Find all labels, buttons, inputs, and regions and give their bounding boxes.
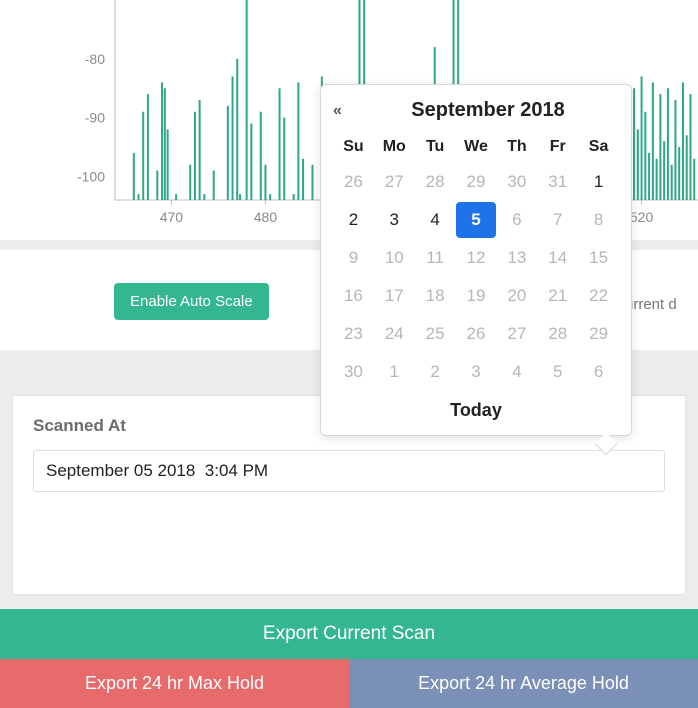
calendar-day[interactable]: 28	[415, 164, 456, 200]
calendar-prev-button[interactable]: «	[333, 102, 357, 120]
calendar-day[interactable]: 3	[456, 354, 497, 390]
calendar-day[interactable]: 2	[415, 354, 456, 390]
date-picker-popover: « September 2018 SuMoTuWeThFrSa262728293…	[320, 84, 632, 436]
calendar-day[interactable]: 27	[496, 316, 537, 352]
calendar-day[interactable]: 26	[333, 164, 374, 200]
enable-auto-scale-button[interactable]: Enable Auto Scale	[114, 283, 269, 320]
calendar-day[interactable]: 11	[415, 240, 456, 276]
calendar-day[interactable]: 1	[374, 354, 415, 390]
svg-text:-80: -80	[85, 51, 105, 67]
calendar-dow: Th	[496, 132, 537, 162]
calendar-day[interactable]: 4	[415, 202, 456, 238]
calendar-day[interactable]: 8	[578, 202, 619, 238]
calendar-day[interactable]: 21	[537, 278, 578, 314]
svg-text:-90: -90	[85, 110, 105, 126]
export-current-scan-button[interactable]: Export Current Scan	[0, 609, 698, 659]
calendar-day[interactable]: 24	[374, 316, 415, 352]
export-bar: Export Current Scan Export 24 hr Max Hol…	[0, 609, 698, 708]
calendar-day[interactable]: 2	[333, 202, 374, 238]
calendar-day[interactable]: 19	[456, 278, 497, 314]
calendar-today-button[interactable]: Today	[333, 390, 619, 425]
calendar-day[interactable]: 12	[456, 240, 497, 276]
calendar-day[interactable]: 15	[578, 240, 619, 276]
calendar-dow: Tu	[415, 132, 456, 162]
calendar-day[interactable]: 30	[496, 164, 537, 200]
calendar-day[interactable]: 6	[578, 354, 619, 390]
calendar-dow: Mo	[374, 132, 415, 162]
calendar-day[interactable]: 28	[537, 316, 578, 352]
export-max-hold-button[interactable]: Export 24 hr Max Hold	[0, 659, 349, 708]
calendar-day-selected[interactable]: 5	[456, 202, 497, 238]
calendar-day[interactable]: 5	[537, 354, 578, 390]
calendar-day[interactable]: 25	[415, 316, 456, 352]
calendar-day[interactable]: 29	[456, 164, 497, 200]
calendar-day[interactable]: 18	[415, 278, 456, 314]
calendar-day[interactable]: 1	[578, 164, 619, 200]
calendar-day[interactable]: 3	[374, 202, 415, 238]
calendar-dow: Sa	[578, 132, 619, 162]
calendar-day[interactable]: 13	[496, 240, 537, 276]
calendar-day[interactable]: 7	[537, 202, 578, 238]
calendar-day[interactable]: 22	[578, 278, 619, 314]
calendar-day[interactable]: 30	[333, 354, 374, 390]
calendar-day[interactable]: 20	[496, 278, 537, 314]
calendar-day[interactable]: 9	[333, 240, 374, 276]
current-display-label: urrent d	[625, 296, 677, 313]
calendar-dow: Fr	[537, 132, 578, 162]
svg-text:520: 520	[630, 209, 654, 225]
calendar-day[interactable]: 6	[496, 202, 537, 238]
calendar-day[interactable]: 17	[374, 278, 415, 314]
calendar-title[interactable]: September 2018	[357, 99, 619, 122]
calendar-day[interactable]: 31	[537, 164, 578, 200]
calendar-day[interactable]: 4	[496, 354, 537, 390]
calendar-dow: We	[456, 132, 497, 162]
calendar-day[interactable]: 27	[374, 164, 415, 200]
calendar-day[interactable]: 29	[578, 316, 619, 352]
svg-text:-100: -100	[77, 168, 105, 184]
calendar-day[interactable]: 14	[537, 240, 578, 276]
export-avg-hold-button[interactable]: Export 24 hr Average Hold	[349, 659, 698, 708]
scanned-at-input[interactable]	[33, 450, 665, 492]
calendar-day[interactable]: 10	[374, 240, 415, 276]
calendar-day[interactable]: 16	[333, 278, 374, 314]
calendar-day[interactable]: 23	[333, 316, 374, 352]
calendar-day[interactable]: 26	[456, 316, 497, 352]
calendar-dow: Su	[333, 132, 374, 162]
svg-text:470: 470	[160, 209, 184, 225]
calendar-grid: SuMoTuWeThFrSa26272829303112345678910111…	[333, 132, 619, 390]
svg-text:480: 480	[254, 209, 278, 225]
